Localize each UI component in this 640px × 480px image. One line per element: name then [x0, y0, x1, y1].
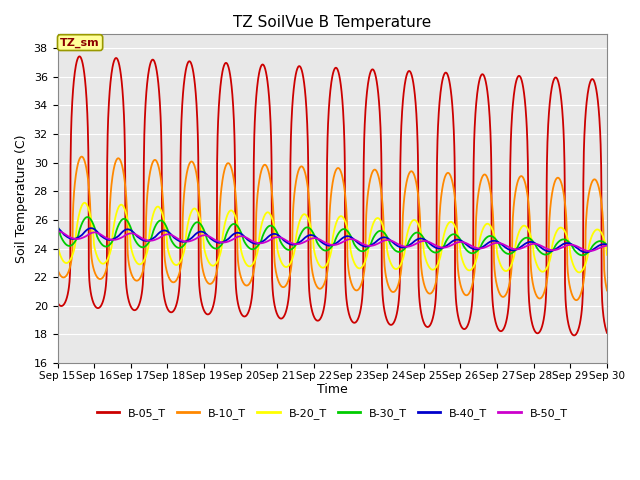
B-50_T	[603, 243, 611, 249]
B-10_T	[572, 297, 580, 303]
B-20_T	[570, 264, 578, 269]
B-40_T	[554, 244, 562, 250]
B-50_T	[360, 242, 368, 248]
B-30_T	[570, 247, 578, 252]
B-10_T	[348, 283, 356, 288]
B-30_T	[84, 214, 92, 220]
B-40_T	[570, 243, 577, 249]
B-10_T	[360, 269, 368, 275]
B-50_T	[570, 242, 578, 248]
Legend: B-05_T, B-10_T, B-20_T, B-30_T, B-40_T, B-50_T: B-05_T, B-10_T, B-20_T, B-30_T, B-40_T, …	[93, 404, 572, 423]
B-05_T	[360, 136, 368, 142]
B-10_T	[78, 154, 86, 159]
B-05_T	[492, 321, 500, 326]
B-20_T	[360, 261, 368, 266]
B-30_T	[492, 237, 500, 242]
X-axis label: Time: Time	[317, 384, 348, 396]
B-20_T	[207, 262, 215, 268]
B-40_T	[360, 243, 368, 249]
B-20_T	[54, 242, 61, 248]
B-05_T	[603, 330, 611, 336]
Line: B-10_T: B-10_T	[58, 156, 607, 300]
B-50_T	[207, 235, 215, 240]
B-30_T	[54, 222, 61, 228]
B-50_T	[492, 240, 500, 246]
Text: TZ_sm: TZ_sm	[60, 37, 100, 48]
B-05_T	[207, 309, 215, 314]
B-10_T	[54, 266, 61, 272]
Line: B-05_T: B-05_T	[58, 56, 607, 336]
B-40_T	[54, 225, 61, 231]
B-30_T	[348, 237, 356, 242]
Line: B-40_T: B-40_T	[58, 228, 607, 252]
B-20_T	[555, 226, 563, 231]
B-50_T	[348, 236, 356, 242]
Y-axis label: Soil Temperature (C): Soil Temperature (C)	[15, 134, 28, 263]
B-30_T	[360, 248, 368, 254]
Line: B-30_T: B-30_T	[58, 217, 607, 255]
Title: TZ SoilVue B Temperature: TZ SoilVue B Temperature	[233, 15, 431, 30]
B-10_T	[570, 296, 578, 301]
B-40_T	[492, 238, 500, 244]
B-20_T	[575, 269, 583, 275]
B-40_T	[603, 242, 611, 248]
B-05_T	[54, 300, 61, 305]
B-20_T	[81, 200, 88, 205]
B-10_T	[207, 281, 215, 287]
B-40_T	[582, 250, 589, 255]
B-20_T	[603, 252, 611, 258]
B-40_T	[348, 235, 356, 240]
B-20_T	[348, 254, 356, 260]
B-50_T	[54, 228, 61, 234]
B-50_T	[54, 228, 62, 234]
B-10_T	[603, 288, 611, 293]
B-30_T	[579, 252, 586, 258]
B-05_T	[348, 319, 356, 324]
B-20_T	[492, 240, 500, 246]
B-50_T	[586, 248, 593, 254]
Line: B-20_T: B-20_T	[58, 203, 607, 272]
B-10_T	[492, 278, 500, 284]
B-05_T	[76, 53, 83, 59]
B-05_T	[570, 333, 578, 338]
Line: B-50_T: B-50_T	[58, 231, 607, 251]
B-30_T	[603, 242, 611, 248]
B-50_T	[555, 246, 563, 252]
B-30_T	[555, 239, 563, 245]
B-10_T	[555, 175, 563, 181]
B-05_T	[570, 333, 578, 338]
B-30_T	[207, 243, 215, 249]
B-40_T	[207, 236, 214, 241]
B-05_T	[555, 80, 563, 86]
